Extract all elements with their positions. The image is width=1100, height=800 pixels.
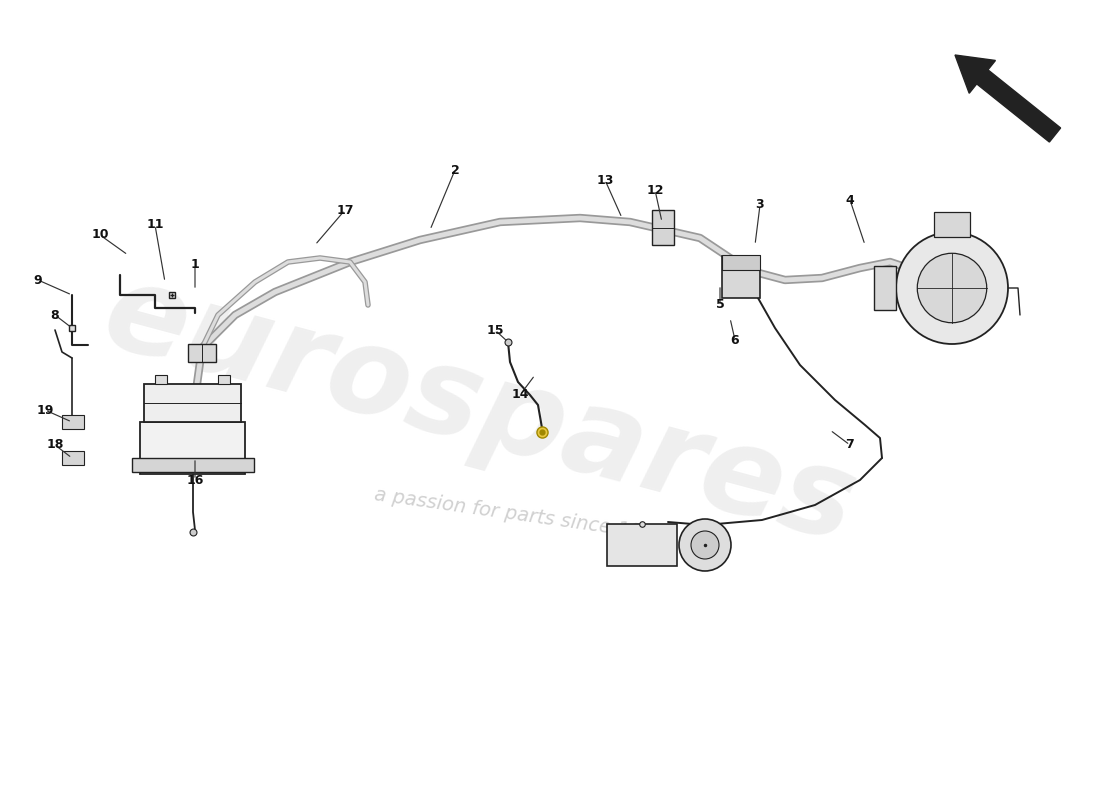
Text: 10: 10 [91, 229, 109, 242]
Text: 4: 4 [846, 194, 855, 206]
Text: 14: 14 [512, 389, 529, 402]
Circle shape [917, 254, 987, 322]
Text: eurospares: eurospares [91, 254, 868, 566]
Circle shape [679, 519, 732, 571]
Bar [144, 384, 241, 422]
Text: 6: 6 [730, 334, 739, 346]
Bar [934, 212, 970, 237]
Bar [188, 344, 216, 362]
Text: 19: 19 [36, 403, 54, 417]
Bar [874, 266, 896, 310]
Bar [652, 210, 674, 245]
Bar [132, 458, 254, 472]
Text: 18: 18 [46, 438, 64, 451]
Bar [140, 422, 245, 474]
Text: 3: 3 [756, 198, 764, 211]
Text: 7: 7 [846, 438, 855, 451]
Bar [722, 255, 760, 270]
Circle shape [896, 232, 1008, 344]
Bar [218, 375, 230, 384]
Text: 15: 15 [486, 323, 504, 337]
Text: 8: 8 [51, 309, 59, 322]
Text: 1: 1 [190, 258, 199, 271]
FancyArrow shape [955, 55, 1060, 142]
Bar [62, 451, 84, 465]
Text: 13: 13 [596, 174, 614, 186]
Bar [155, 375, 167, 384]
Text: 12: 12 [647, 183, 663, 197]
Bar [722, 256, 760, 298]
Text: 11: 11 [146, 218, 164, 231]
Text: 17: 17 [337, 203, 354, 217]
Text: 2: 2 [451, 163, 460, 177]
Bar [62, 415, 84, 429]
Text: 5: 5 [716, 298, 725, 311]
Circle shape [691, 531, 719, 559]
Text: a passion for parts since 1985: a passion for parts since 1985 [373, 485, 667, 545]
Text: 9: 9 [34, 274, 42, 286]
Bar [607, 524, 676, 566]
Text: 16: 16 [186, 474, 204, 486]
